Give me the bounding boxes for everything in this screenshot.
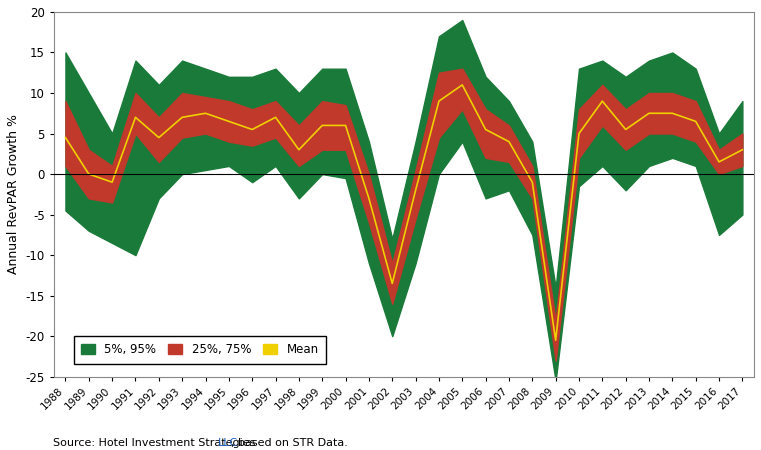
Legend: 5%, 95%, 25%, 75%, Mean: 5%, 95%, 25%, 75%, Mean: [74, 336, 326, 364]
Text: Source: Hotel Investment Strategies: Source: Hotel Investment Strategies: [53, 438, 260, 448]
Text: , based on STR Data.: , based on STR Data.: [231, 438, 349, 448]
Y-axis label: Annual RevPAR Growth %: Annual RevPAR Growth %: [7, 114, 20, 274]
Text: LLC: LLC: [218, 438, 238, 448]
